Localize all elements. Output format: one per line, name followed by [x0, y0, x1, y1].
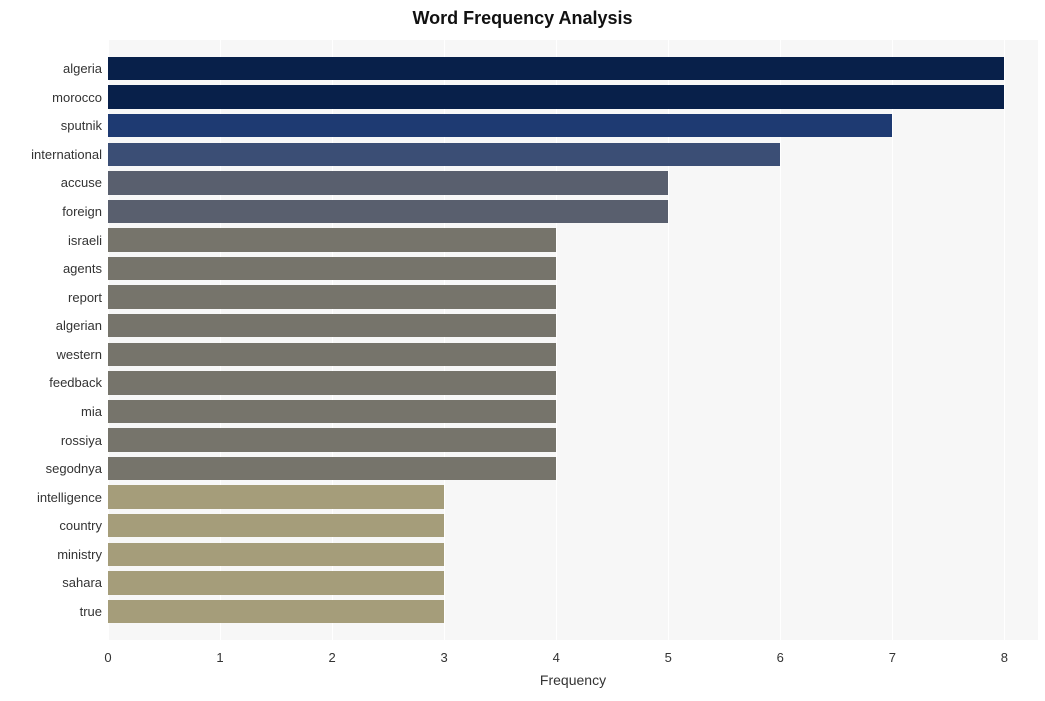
chart-title: Word Frequency Analysis	[0, 8, 1045, 29]
bar	[108, 400, 556, 423]
word-frequency-chart: Word Frequency Analysis Frequency 0 1 2 3 4 5…	[0, 0, 1045, 701]
grid-line	[892, 40, 893, 640]
grid-line	[1004, 40, 1005, 640]
y-tick-label: sputnik	[61, 118, 102, 133]
y-tick-label: israeli	[68, 233, 102, 248]
bar	[108, 114, 892, 137]
x-tick-label: 5	[665, 650, 672, 665]
x-tick-label: 2	[328, 650, 335, 665]
y-tick-label: intelligence	[37, 490, 102, 505]
x-tick-label: 3	[441, 650, 448, 665]
bar	[108, 257, 556, 280]
bar	[108, 200, 668, 223]
x-tick-label: 4	[553, 650, 560, 665]
y-tick-label: foreign	[62, 204, 102, 219]
bar	[108, 285, 556, 308]
y-tick-label: segodnya	[46, 461, 102, 476]
x-tick-label: 8	[1001, 650, 1008, 665]
x-tick-label: 6	[777, 650, 784, 665]
bar	[108, 171, 668, 194]
y-tick-label: ministry	[57, 547, 102, 562]
y-tick-label: rossiya	[61, 433, 102, 448]
y-tick-label: morocco	[52, 90, 102, 105]
bar	[108, 314, 556, 337]
y-tick-label: report	[68, 290, 102, 305]
x-tick-label: 0	[104, 650, 111, 665]
y-tick-label: feedback	[49, 375, 102, 390]
bar	[108, 543, 444, 566]
bar	[108, 85, 1004, 108]
y-tick-label: western	[56, 347, 102, 362]
y-tick-label: international	[31, 147, 102, 162]
bar	[108, 514, 444, 537]
y-tick-label: true	[80, 604, 102, 619]
y-tick-label: accuse	[61, 175, 102, 190]
bar	[108, 428, 556, 451]
y-tick-label: mia	[81, 404, 102, 419]
y-tick-label: algerian	[56, 318, 102, 333]
bar	[108, 143, 780, 166]
bar	[108, 57, 1004, 80]
y-tick-label: sahara	[62, 575, 102, 590]
bar	[108, 228, 556, 251]
x-tick-label: 1	[216, 650, 223, 665]
bar	[108, 485, 444, 508]
x-axis-label: Frequency	[108, 672, 1038, 688]
y-tick-label: agents	[63, 261, 102, 276]
plot-area	[108, 40, 1038, 640]
y-tick-label: algeria	[63, 61, 102, 76]
bar	[108, 600, 444, 623]
bar	[108, 343, 556, 366]
bar	[108, 571, 444, 594]
bar	[108, 457, 556, 480]
y-tick-label: country	[59, 518, 102, 533]
x-tick-label: 7	[889, 650, 896, 665]
bar	[108, 371, 556, 394]
